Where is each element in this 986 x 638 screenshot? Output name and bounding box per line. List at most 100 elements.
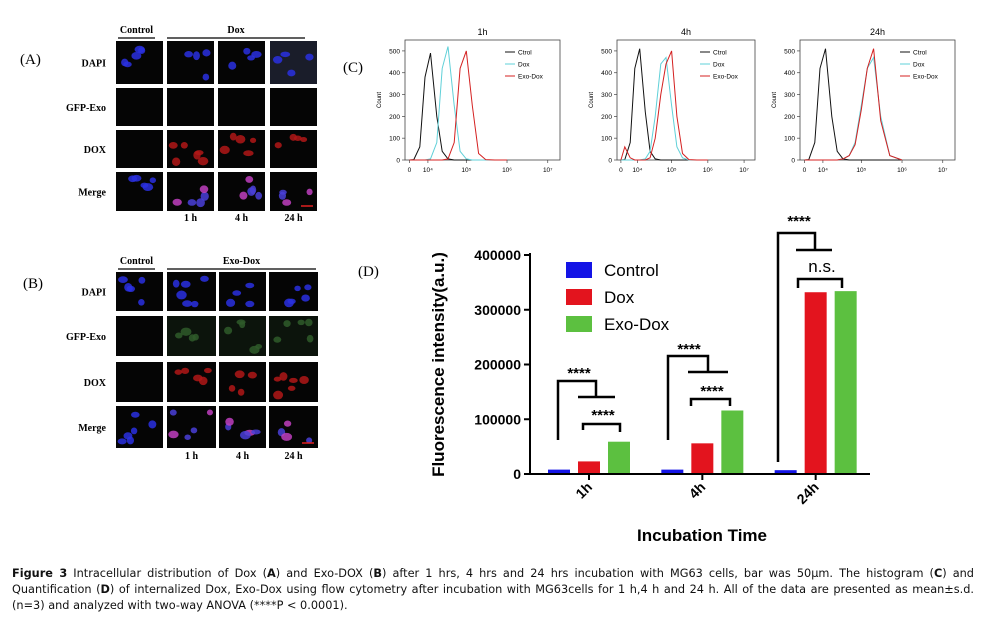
micrograph — [116, 88, 163, 126]
histogram-line — [409, 52, 507, 161]
cell — [251, 50, 262, 58]
group-header: Dox — [227, 25, 244, 36]
significance-label: **** — [567, 365, 591, 382]
histogram-line — [409, 50, 507, 161]
group-header: Exo-Dox — [223, 256, 260, 267]
row-label: GFP-Exo — [66, 332, 106, 343]
micrograph — [219, 272, 266, 311]
cell — [188, 334, 196, 342]
cell — [281, 432, 293, 441]
caption-text: ) and Quantification ( — [12, 567, 974, 596]
micrograph — [167, 88, 214, 126]
bar — [578, 461, 600, 474]
x-tick-label: 10⁵ — [667, 167, 677, 174]
cell — [149, 177, 157, 184]
cell — [138, 298, 145, 306]
row-label: Merge — [78, 423, 106, 434]
bracket — [581, 422, 622, 432]
legend-label: Exo-Dox — [913, 74, 939, 81]
legend-label: Ctrol — [913, 50, 927, 57]
cell — [193, 374, 203, 382]
row-label: GFP-Exo — [66, 103, 106, 114]
histogram-line — [409, 46, 507, 161]
cell — [228, 384, 236, 392]
cell — [226, 298, 236, 307]
cell — [273, 376, 282, 382]
cell — [249, 137, 257, 144]
bar — [548, 469, 570, 474]
legend-swatch — [566, 262, 592, 278]
cell — [131, 52, 142, 60]
x-tick-label: 0 — [408, 167, 412, 174]
chart-title: 4h — [681, 27, 691, 37]
row-label: DAPI — [82, 288, 107, 299]
caption-text: B — [373, 567, 382, 580]
y-tick-label: 200000 — [474, 357, 521, 373]
cell — [126, 285, 133, 292]
cell — [255, 191, 263, 200]
caption-text: ) and Exo-DOX ( — [275, 567, 374, 580]
y-tick-label: 300000 — [474, 302, 521, 318]
legend-label: Exo-Dox — [604, 315, 670, 334]
legend-label: Ctrol — [713, 50, 727, 57]
panel-label: (B) — [23, 276, 43, 292]
cell — [299, 375, 309, 385]
legend-label: Dox — [518, 62, 530, 69]
x-tick-label: 10⁴ — [632, 167, 642, 174]
cell — [172, 279, 180, 288]
legend-swatch — [566, 316, 592, 332]
cell — [237, 388, 245, 396]
y-tick-label: 0 — [608, 158, 612, 165]
panel-label: (D) — [358, 264, 379, 280]
cell — [184, 51, 193, 58]
significance-label: **** — [700, 383, 724, 400]
x-tick-label: 10⁴ — [818, 167, 828, 174]
y-tick-label: 0 — [513, 466, 521, 482]
cell — [274, 142, 282, 149]
legend-label: Control — [604, 261, 659, 280]
row-label: DOX — [84, 145, 107, 156]
bracket — [556, 379, 598, 440]
cell — [283, 320, 291, 328]
y-tick-label: 200 — [389, 114, 400, 121]
bar — [804, 292, 827, 474]
cell — [169, 409, 177, 416]
x-tick-label: 10⁵ — [461, 167, 471, 174]
cell — [138, 276, 146, 284]
cell — [148, 420, 157, 429]
cell — [202, 49, 211, 57]
y-tick-label: 500 — [389, 48, 400, 55]
cell — [272, 55, 283, 64]
y-tick-label: 100 — [601, 136, 612, 143]
cell — [306, 188, 313, 196]
cell — [182, 300, 193, 307]
y-tick-label: 200 — [784, 114, 795, 121]
cell — [300, 137, 308, 143]
histogram-line — [620, 50, 708, 161]
cell — [293, 135, 302, 141]
column-label: 1 h — [184, 213, 198, 224]
cell — [187, 199, 197, 206]
legend-label: Exo-Dox — [518, 74, 544, 81]
cell — [118, 276, 128, 284]
cell — [279, 372, 288, 381]
cell — [251, 429, 261, 435]
cell — [206, 409, 214, 416]
cell — [200, 191, 209, 201]
cell — [306, 437, 313, 444]
micrograph — [218, 41, 265, 84]
histogram-line — [620, 48, 708, 161]
cell — [297, 319, 305, 326]
y-axis-title: Count — [377, 92, 383, 108]
significance-brackets — [556, 231, 844, 462]
cell — [168, 141, 178, 149]
cell — [282, 199, 292, 206]
panel-label: (A) — [20, 52, 41, 68]
cell — [234, 370, 245, 379]
cell — [130, 427, 138, 435]
micrograph — [116, 362, 163, 402]
x-tick-label: 10⁴ — [423, 167, 433, 174]
bar — [691, 443, 714, 474]
caption-text: C — [933, 567, 943, 580]
x-tick-label: 0 — [619, 167, 623, 174]
